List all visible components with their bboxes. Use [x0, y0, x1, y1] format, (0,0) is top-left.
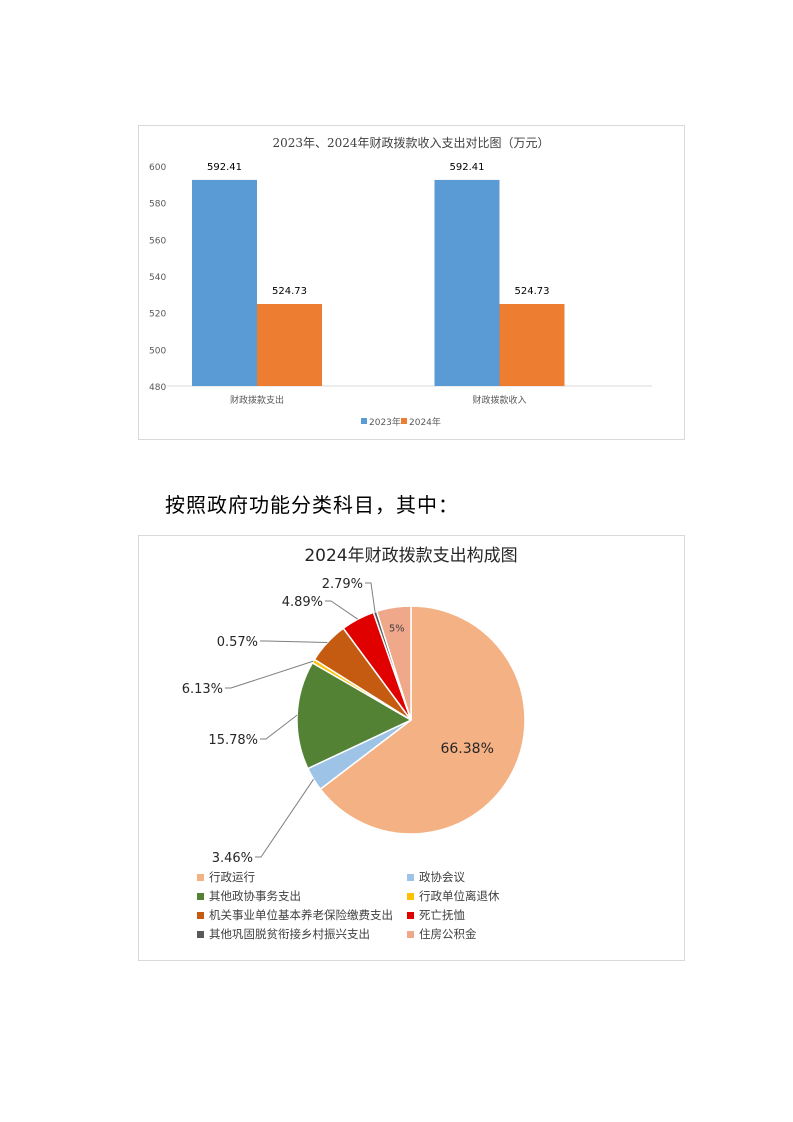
legend-swatch [401, 418, 407, 424]
legend-swatch [407, 931, 414, 938]
legend-swatch [407, 874, 414, 881]
legend-label: 2023年 [369, 416, 401, 428]
bar-2023 [192, 179, 257, 386]
y-tick-label: 580 [149, 200, 166, 210]
bar-chart: 2023年、2024年财政拨款收入支出对比图（万元） 480 500 520 540 56… [138, 125, 685, 440]
data-label: 524.73 [272, 286, 307, 297]
legend-label: 其他政协事务支出 [209, 889, 301, 903]
slice-label: 0.57% [217, 635, 258, 650]
y-tick-label: 520 [149, 310, 166, 320]
section-text: 按照政府功能分类科目，其中： [165, 493, 459, 517]
slice-label: 2.79% [322, 577, 363, 592]
y-tick-label: 600 [149, 163, 166, 173]
legend-swatch [197, 874, 204, 881]
chart-title: 2024年财政拨款支出构成图 [304, 546, 517, 566]
data-label: 592.41 [207, 162, 242, 173]
bar-2024 [257, 303, 322, 386]
data-label: 524.73 [515, 286, 550, 297]
bar-2023 [434, 179, 500, 386]
slice-label: 15.78% [208, 733, 258, 748]
legend-label: 住房公积金 [419, 927, 477, 941]
y-tick-label: 500 [149, 346, 166, 356]
legend-label: 其他巩固脱贫衔接乡村振兴支出 [209, 927, 370, 941]
bar-chart-svg: 2023年、2024年财政拨款收入支出对比图（万元） 480 500 520 540 56… [149, 136, 652, 428]
slice-label: 3.46% [212, 851, 253, 866]
pie-slice [319, 605, 526, 835]
legend-label: 政协会议 [419, 870, 465, 884]
leader-line [255, 778, 314, 858]
legend-swatch [197, 931, 204, 938]
leader-line [260, 714, 298, 740]
legend-swatch [197, 912, 204, 919]
legend-label: 机关事业单位基本养老保险缴费支出 [209, 908, 393, 922]
x-tick-label: 财政拨款收入 [472, 394, 526, 406]
leader-line [225, 660, 314, 689]
slice-label: 5% [389, 624, 405, 635]
leader-line [365, 582, 376, 612]
legend-label: 行政运行 [209, 870, 255, 884]
slice-label: 6.13% [182, 682, 223, 697]
x-tick-label: 财政拨款支出 [230, 394, 284, 406]
pie-slice [375, 605, 412, 721]
pie-chart-svg: 2024年财政拨款支出构成图 66.38% 3.46% 15.78% 6.13% 0.57… [182, 546, 526, 941]
slice-label: 66.38% [440, 741, 493, 757]
legend-swatch [407, 893, 414, 900]
pie-slice [296, 661, 413, 770]
legend-swatch [197, 893, 204, 900]
legend-label: 2024年 [409, 416, 441, 428]
leader-line [260, 640, 328, 643]
y-tick-label: 560 [149, 236, 166, 246]
data-label: 592.41 [450, 162, 485, 173]
legend-label: 死亡抚恤 [419, 908, 465, 922]
legend-swatch [361, 418, 367, 424]
legend-swatch [407, 912, 414, 919]
y-tick-label: 540 [149, 273, 166, 283]
pie-chart: 2024年财政拨款支出构成图 66.38% 3.46% 15.78% 6.13% 0.57… [138, 535, 685, 961]
y-tick-label: 480 [149, 383, 166, 393]
chart-title: 2023年、2024年财政拨款收入支出对比图（万元） [272, 136, 549, 150]
leader-line [325, 600, 359, 620]
slice-label: 4.89% [282, 595, 323, 610]
bar-2024 [499, 303, 565, 386]
legend-label: 行政单位离退休 [419, 889, 500, 903]
